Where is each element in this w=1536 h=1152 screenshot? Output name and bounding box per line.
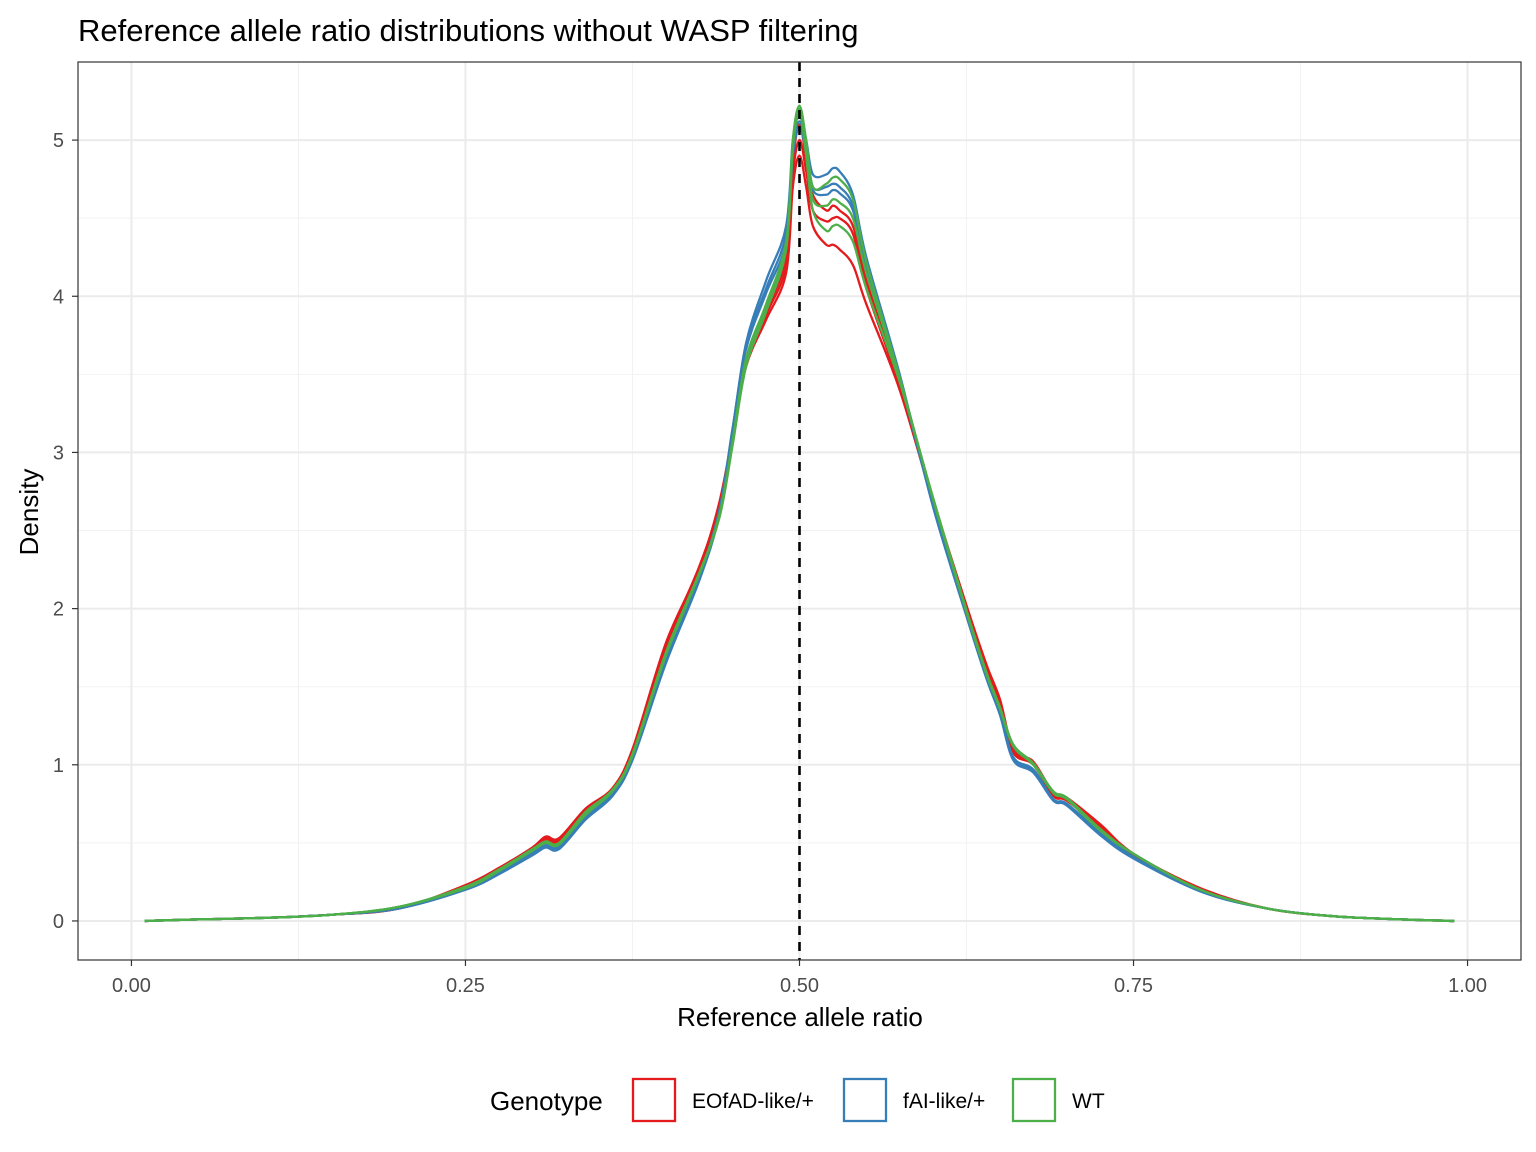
plot-area: 0.00 0.25 0.50 0.75 1.00 0 1 2 3 4 5 [53,61,1522,997]
legend-key-fai-like- [842,1077,888,1123]
x-tick-label: 0.75 [1114,975,1153,997]
y-tick-label: 0 [53,911,64,933]
y-tick-label: 2 [53,599,64,621]
legend-label-wt: WT [1072,1090,1105,1113]
y-tick-label: 1 [53,755,64,777]
density-line-wt-8 [144,107,1455,923]
legend-label-fai-like-: fAI-like/+ [903,1090,985,1113]
x-axis-label: Reference allele ratio [677,1002,923,1032]
legend: Genotype EOfAD-like/+ fAI-like/+ WT [490,1077,1105,1123]
x-tick-label: 0.00 [112,975,151,997]
legend-key-wt [1011,1077,1057,1123]
y-tick-label: 4 [53,286,64,308]
legend-label-eofad-like-: EOfAD-like/+ [692,1090,814,1113]
y-tick-label: 3 [53,442,64,464]
y-axis-label: Density [14,469,44,556]
chart-title: Reference allele ratio distributions wit… [78,13,859,48]
x-tick-label: 1.00 [1448,975,1487,997]
x-tick-label: 0.50 [780,975,819,997]
legend-title: Genotype [490,1086,603,1116]
legend-key-eofad-like- [631,1077,677,1123]
y-tick-label: 5 [53,130,64,152]
x-tick-label: 0.25 [446,975,485,997]
